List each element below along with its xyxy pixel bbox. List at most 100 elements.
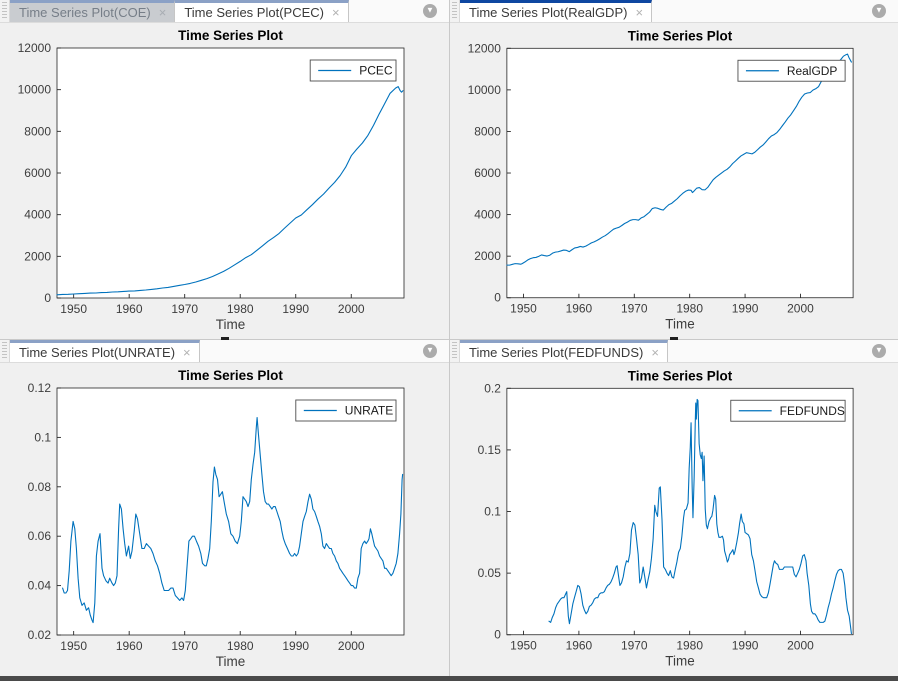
- y-tick-label: 0.02: [28, 628, 52, 642]
- y-tick-label: 2000: [474, 249, 501, 263]
- chart-title: Time Series Plot: [178, 28, 283, 43]
- drag-grip-icon[interactable]: [450, 0, 460, 22]
- panel-menu-button[interactable]: ▼: [872, 344, 886, 358]
- series-line-unrate: [62, 417, 404, 624]
- y-tick-label: 0.06: [28, 529, 52, 543]
- legend: PCEC: [309, 59, 397, 82]
- tab-time-series-plot-realgdp-[interactable]: Time Series Plot(RealGDP) ×: [460, 0, 653, 22]
- x-tick-label: 1980: [676, 639, 703, 653]
- x-tick-label: 1970: [621, 302, 648, 316]
- y-tick-label: 0: [494, 628, 501, 642]
- chart-title: Time Series Plot: [178, 368, 283, 383]
- close-icon[interactable]: ×: [183, 345, 191, 360]
- series-line-pcec: [56, 86, 404, 296]
- y-tick-label: 0: [44, 291, 51, 305]
- legend: RealGDP: [737, 59, 846, 82]
- legend-label: FEDFUNDS: [780, 404, 845, 418]
- x-tick-label: 1950: [510, 639, 537, 653]
- tab-label: Time Series Plot(UNRATE): [19, 345, 176, 360]
- y-tick-label: 0.15: [478, 443, 502, 457]
- panel-menu-button[interactable]: ▼: [423, 4, 437, 18]
- tab-bar: Time Series Plot(FEDFUNDS) × ▼: [450, 340, 898, 363]
- axes: 1950 1960 1970 1980 1990 2000 0.02 0.04 0.06 0.08…: [28, 381, 405, 653]
- figure-area: 1950 1960 1970 1980 1990 2000 0 2000 4000 6000 800…: [450, 23, 898, 339]
- tab-label: Time Series Plot(PCEC): [184, 5, 324, 20]
- close-icon[interactable]: ×: [158, 5, 167, 20]
- tab-label: Time Series Plot(FEDFUNDS): [469, 345, 644, 360]
- tab-time-series-plot-coe-[interactable]: Time Series Plot(COE) ×: [10, 0, 176, 22]
- time-series-chart-fedfunds: 1950 1960 1970 1980 1990 2000 0 0.05 0.1 0.15 0.2 T…: [478, 368, 854, 669]
- panel-menu-button[interactable]: ▼: [423, 344, 437, 358]
- x-tick-label: 2000: [338, 302, 365, 316]
- time-series-chart-unrate: 1950 1960 1970 1980 1990 2000 0.02 0.04 0.06 0.08…: [28, 368, 405, 669]
- close-icon[interactable]: ×: [651, 345, 659, 360]
- time-series-chart-realgdp: 1950 1960 1970 1980 1990 2000 0 2000 4000 6000 800…: [468, 28, 854, 332]
- x-tick-label: 1990: [282, 639, 309, 653]
- x-tick-label: 1990: [732, 302, 759, 316]
- chevron-down-icon: ▼: [875, 5, 883, 15]
- y-tick-label: 2000: [24, 249, 51, 263]
- y-tick-label: 10000: [468, 83, 502, 97]
- tab-time-series-plot-unrate-[interactable]: Time Series Plot(UNRATE) ×: [10, 340, 200, 362]
- x-tick-label: 1950: [60, 639, 87, 653]
- x-tick-label: 2000: [338, 639, 365, 653]
- tab-strip: Time Series Plot(COE) × Time Series Plot(P…: [10, 0, 349, 22]
- tab-label: Time Series Plot(RealGDP): [469, 5, 628, 20]
- plot-area: [506, 388, 854, 635]
- x-tick-label: 1970: [171, 302, 198, 316]
- series-line-fedfunds: [548, 398, 852, 635]
- tab-time-series-plot-pcec-[interactable]: Time Series Plot(PCEC) ×: [175, 0, 349, 22]
- tab-bar: Time Series Plot(COE) × Time Series Plot(P…: [0, 0, 449, 23]
- legend: FEDFUNDS: [730, 399, 846, 422]
- x-tick-label: 1990: [732, 639, 759, 653]
- drag-grip-icon[interactable]: [0, 0, 10, 22]
- chart-title: Time Series Plot: [628, 28, 733, 43]
- legend-label: RealGDP: [787, 64, 838, 78]
- axes: 1950 1960 1970 1980 1990 2000 0 2000 4000 6000 800…: [468, 41, 854, 316]
- figure-area: 1950 1960 1970 1980 1990 2000 0 2000 4000 6000 800…: [0, 23, 449, 339]
- x-tick-label: 1960: [566, 639, 593, 653]
- close-icon[interactable]: ×: [331, 5, 340, 20]
- x-tick-label: 1960: [116, 302, 143, 316]
- x-tick-label: 1990: [282, 302, 309, 316]
- chevron-down-icon: ▼: [426, 345, 434, 355]
- figure-area: 1950 1960 1970 1980 1990 2000 0.02 0.04 0.06 0.08…: [0, 363, 449, 676]
- tab-strip: Time Series Plot(FEDFUNDS) ×: [460, 340, 668, 362]
- figure-panel-fedfunds: Time Series Plot(FEDFUNDS) × ▼ 1950 1960 19…: [450, 337, 898, 676]
- drag-grip-icon[interactable]: [450, 340, 460, 362]
- x-tick-label: 1980: [227, 639, 254, 653]
- y-tick-label: 12000: [18, 41, 52, 55]
- tab-strip: Time Series Plot(UNRATE) ×: [10, 340, 200, 362]
- close-icon[interactable]: ×: [635, 5, 644, 20]
- x-tick-label: 2000: [787, 302, 814, 316]
- tab-time-series-plot-fedfunds-[interactable]: Time Series Plot(FEDFUNDS) ×: [460, 340, 668, 362]
- y-tick-label: 6000: [24, 166, 51, 180]
- panel-menu-button[interactable]: ▼: [872, 4, 886, 18]
- splitter-handle[interactable]: [670, 337, 678, 340]
- x-tick-label: 1980: [676, 302, 703, 316]
- legend-label: UNRATE: [345, 404, 393, 418]
- y-tick-label: 0.08: [28, 480, 52, 494]
- y-tick-label: 0.1: [484, 505, 501, 519]
- tab-bar: Time Series Plot(RealGDP) × ▼: [450, 0, 898, 23]
- y-tick-label: 0.1: [34, 430, 51, 444]
- splitter-handle[interactable]: [220, 337, 229, 340]
- y-tick-label: 6000: [474, 166, 501, 180]
- x-tick-label: 2000: [787, 639, 814, 653]
- plot-area: [57, 48, 404, 298]
- tab-strip: Time Series Plot(RealGDP) ×: [460, 0, 653, 22]
- chevron-down-icon: ▼: [426, 5, 434, 15]
- figure-panel-pcec: Time Series Plot(COE) × Time Series Plot(P…: [0, 0, 449, 339]
- x-axis-label: Time: [216, 317, 246, 332]
- x-tick-label: 1960: [116, 639, 143, 653]
- tab-label: Time Series Plot(COE): [19, 5, 151, 20]
- x-tick-label: 1960: [566, 302, 593, 316]
- x-tick-label: 1950: [60, 302, 87, 316]
- legend-label: PCEC: [359, 64, 393, 78]
- figure-area: 1950 1960 1970 1980 1990 2000 0 0.05 0.1 0.15 0.2 T…: [450, 363, 898, 676]
- drag-grip-icon[interactable]: [0, 340, 10, 362]
- plot-area: [506, 48, 854, 298]
- x-tick-label: 1970: [621, 639, 648, 653]
- axes: 1950 1960 1970 1980 1990 2000 0 0.05 0.1 0.15 0.2: [478, 381, 854, 653]
